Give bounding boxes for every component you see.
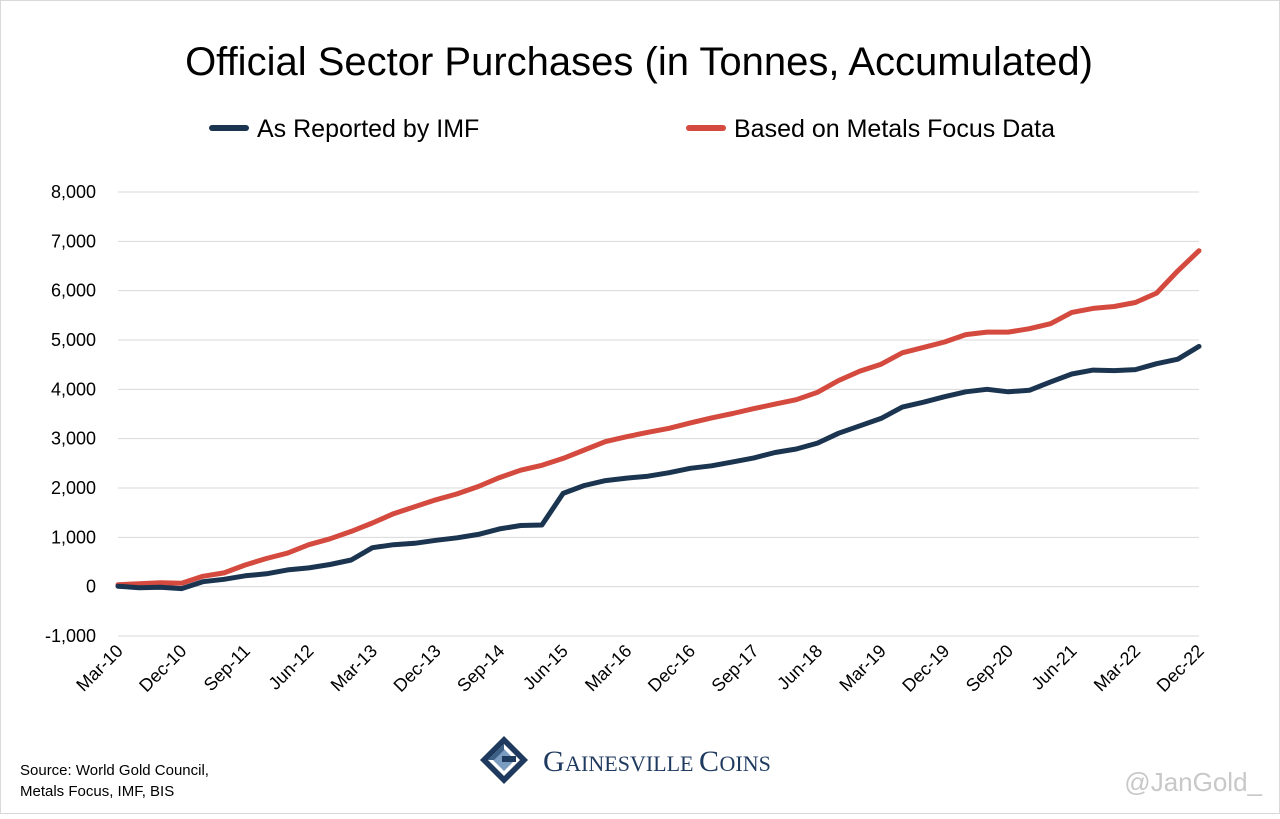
y-tick-label: 8,000 bbox=[51, 182, 96, 202]
y-tick-label: 1,000 bbox=[51, 527, 96, 547]
legend-label-imf: As Reported by IMF bbox=[257, 115, 479, 143]
y-tick-label: 0 bbox=[86, 577, 96, 597]
legend: As Reported by IMF Based on Metals Focus… bbox=[209, 115, 1055, 143]
y-axis-ticks: -1,000 0 1,000 2,000 3,000 4,000 5,000 6,000 7,0… bbox=[45, 182, 96, 646]
y-tick-label: -1,000 bbox=[45, 626, 96, 646]
series-lines bbox=[115, 248, 1202, 592]
brand-name: GAINESVILLE COINS bbox=[543, 745, 771, 778]
y-tick-label: 6,000 bbox=[51, 281, 96, 301]
svg-text:GAINESVILLE COINS: GAINESVILLE COINS bbox=[543, 745, 771, 778]
gainesville-coins-logo-icon bbox=[480, 736, 528, 784]
chart-title: Official Sector Purchases (in Tonnes, Ac… bbox=[185, 40, 1093, 84]
y-tick-label: 3,000 bbox=[51, 429, 96, 449]
y-tick-label: 7,000 bbox=[51, 231, 96, 251]
y-tick-label: 2,000 bbox=[51, 478, 96, 498]
brand-rest-1: AINESVILLE bbox=[565, 751, 693, 776]
brand-rest-2: OINS bbox=[720, 751, 771, 776]
brand-initial-2: C bbox=[699, 745, 720, 778]
legend-label-metals-focus: Based on Metals Focus Data bbox=[734, 115, 1055, 143]
series-line-imf bbox=[115, 343, 1202, 592]
author-handle: @JanGold_ bbox=[1124, 767, 1262, 797]
grid-lines bbox=[118, 191, 1199, 637]
series-line-metals-focus bbox=[115, 248, 1202, 588]
y-tick-label: 5,000 bbox=[51, 330, 96, 350]
source-line-1: Source: World Gold Council, bbox=[20, 762, 209, 779]
brand-initial-1: G bbox=[543, 745, 565, 778]
source-line-2: Metals Focus, IMF, BIS bbox=[20, 783, 174, 800]
y-tick-label: 4,000 bbox=[51, 379, 96, 399]
